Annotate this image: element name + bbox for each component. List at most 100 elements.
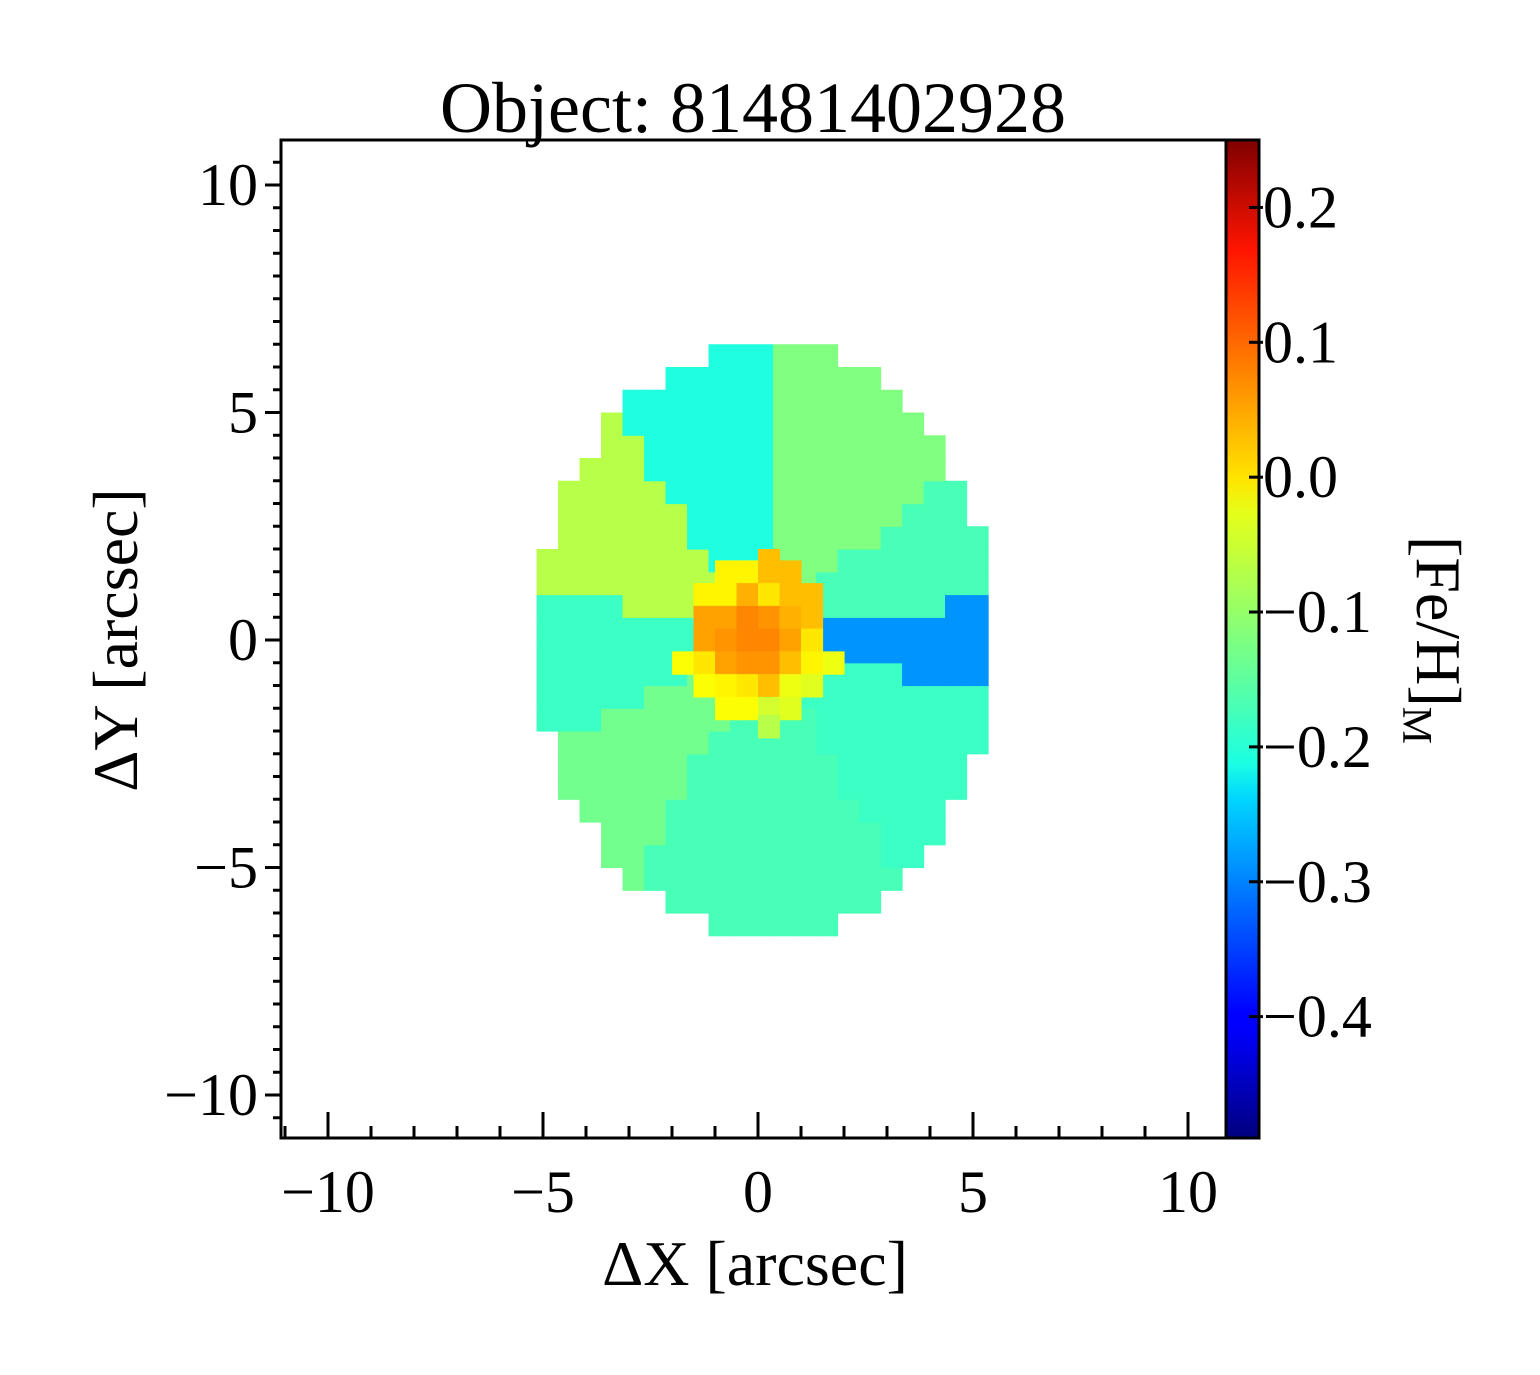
heatmap-cell [816, 799, 839, 823]
heatmap-cell [945, 594, 968, 618]
heatmap-cell [644, 389, 667, 414]
heatmap-cell [644, 617, 667, 641]
heatmap-cell [708, 799, 731, 823]
heatmap-cell [579, 526, 602, 550]
heatmap-cell [816, 822, 839, 846]
heatmap-cell [601, 844, 624, 869]
heatmap-cell [923, 822, 946, 846]
heatmap-cell [816, 731, 839, 755]
heatmap-cell [859, 571, 882, 596]
heatmap-cell [794, 753, 817, 778]
heatmap-cell [579, 503, 602, 527]
heatmap-cell [730, 799, 753, 823]
heatmap-cell [665, 731, 688, 755]
heatmap-cell [622, 844, 645, 869]
heatmap-cell [622, 480, 645, 505]
heatmap-cell [923, 640, 946, 664]
heatmap-core-cell [736, 605, 759, 630]
heatmap-cell [708, 412, 731, 436]
heatmap-core-cell [715, 696, 738, 721]
heatmap-cell [837, 367, 860, 391]
heatmap-cell [665, 480, 688, 505]
heatmap-cell [708, 890, 731, 914]
heatmap-cell [966, 526, 989, 550]
heatmap-cell [622, 458, 645, 482]
heatmap-cell [859, 549, 882, 573]
heatmap-cell [558, 685, 581, 709]
heatmap-cell [837, 389, 860, 414]
heatmap-cell [751, 753, 774, 778]
heatmap-cell [579, 617, 602, 641]
heatmap-cell [837, 731, 860, 755]
heatmap-cell [601, 640, 624, 664]
heatmap-cell [923, 685, 946, 709]
heatmap-cell [687, 480, 710, 505]
heatmap-core-cell [779, 583, 802, 607]
heatmap-cell [966, 571, 989, 596]
heatmap-cell [945, 526, 968, 550]
heatmap-cell [923, 776, 946, 800]
heatmap-cell [945, 617, 968, 641]
heatmap-cell [687, 731, 710, 755]
heatmap-cell [579, 731, 602, 755]
heatmap-cell [837, 480, 860, 505]
heatmap-cell [601, 480, 624, 505]
heatmap-cell [966, 549, 989, 573]
heatmap-cell [880, 549, 903, 573]
heatmap-cell [708, 913, 731, 937]
heatmap-cell [837, 571, 860, 596]
heatmap-cell [902, 822, 925, 846]
heatmap-core-cell [801, 605, 824, 630]
heatmap-cell [665, 458, 688, 482]
heatmap-cell [536, 640, 559, 664]
heatmap-cell [751, 344, 774, 368]
heatmap-cell [665, 594, 688, 618]
heatmap-cell [708, 844, 731, 869]
heatmap-cell [601, 617, 624, 641]
heatmap-cell [730, 389, 753, 414]
heatmap-cell [902, 685, 925, 709]
heatmap-cell [880, 731, 903, 755]
heatmap-cells [536, 344, 989, 937]
heatmap-cell [665, 753, 688, 778]
heatmap-cell [966, 662, 989, 687]
heatmap-core-cell [736, 651, 759, 675]
heatmap-cell [816, 753, 839, 778]
heatmap-cell [558, 480, 581, 505]
heatmap-cell [794, 776, 817, 800]
heatmap-cell [773, 822, 796, 846]
colorbar-ticks: 0.2 0.1 0.0 −0.1 −0.2 −0.3 −0.4 [1249, 174, 1372, 1050]
heatmap-cell [837, 867, 860, 891]
heatmap-cell [945, 503, 968, 527]
heatmap-cell [880, 480, 903, 505]
heatmap-cell [751, 776, 774, 800]
heatmap-cell [687, 844, 710, 869]
heatmap-cell [751, 867, 774, 891]
heatmap-cell [708, 367, 731, 391]
y-tick-label: −5 [194, 835, 258, 901]
heatmap-cell [730, 367, 753, 391]
heatmap-cell [644, 594, 667, 618]
x-tick-label: 0 [743, 1159, 773, 1225]
heatmap-cell [859, 890, 882, 914]
heatmap-cell [902, 526, 925, 550]
heatmap-cell [601, 549, 624, 573]
heatmap-cell [730, 458, 753, 482]
heatmap-cell [622, 867, 645, 891]
heatmap-cell [622, 594, 645, 618]
heatmap-cell [601, 435, 624, 459]
heatmap-cell [579, 458, 602, 482]
heatmap-cell [966, 617, 989, 641]
heatmap-cell [837, 822, 860, 846]
heatmap-cell [966, 594, 989, 618]
heatmap-core-cell [758, 605, 781, 630]
heatmap-cell [837, 844, 860, 869]
heatmap-cell [902, 640, 925, 664]
heatmap-cell [536, 662, 559, 687]
heatmap-cell [558, 776, 581, 800]
heatmap-cell [945, 708, 968, 732]
x-tick-label: −10 [281, 1159, 375, 1225]
heatmap-cell [730, 480, 753, 505]
heatmap-cell [622, 617, 645, 641]
heatmap-core-cell [801, 583, 824, 607]
